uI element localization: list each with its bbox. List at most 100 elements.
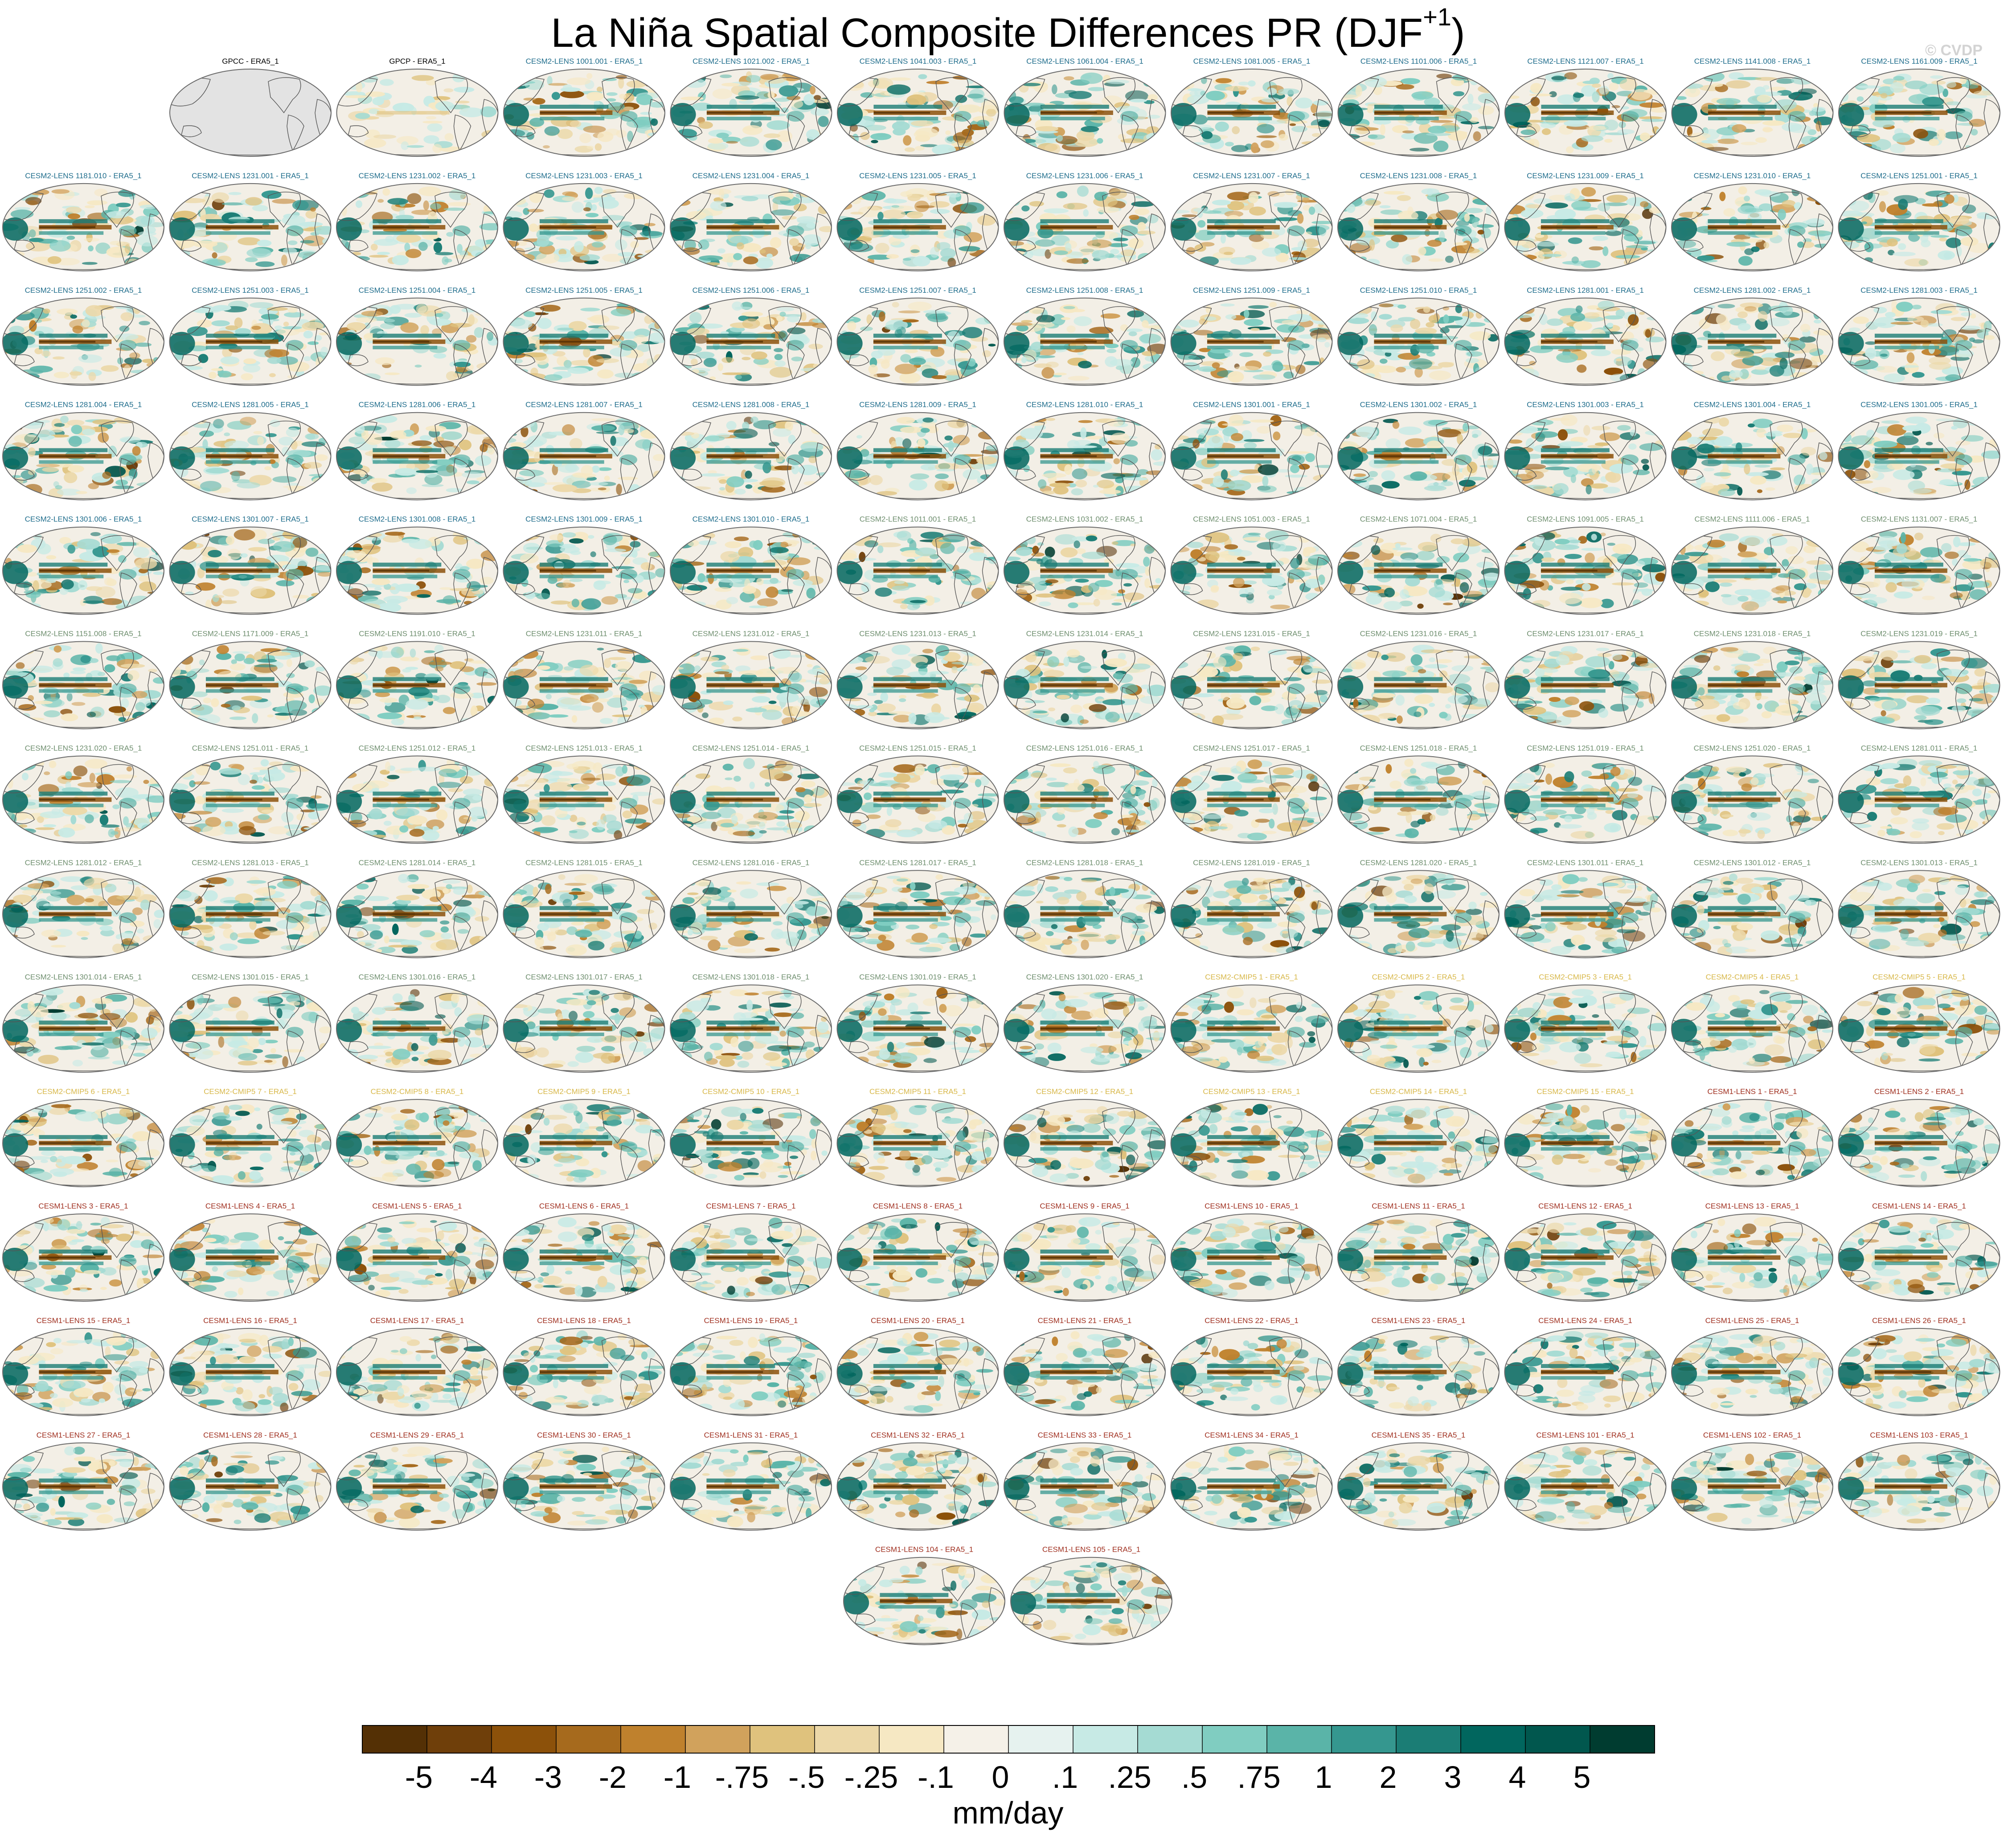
continent-outline bbox=[268, 77, 301, 114]
map-border bbox=[670, 870, 832, 959]
continent-outline bbox=[1182, 240, 1203, 252]
continent-outline bbox=[1015, 812, 1036, 824]
panel-label: CESM1-LENS 29 - ERA5_1 bbox=[370, 1431, 464, 1439]
map-panel: CESM2-LENS 1251.005 - ERA5_1 bbox=[503, 286, 665, 386]
map-panel: CESM2-CMIP5 3 - ERA5_1 bbox=[1504, 973, 1667, 1073]
continent-outline bbox=[602, 77, 635, 114]
continent-outline bbox=[348, 125, 369, 137]
panel-label: CESM1-LENS 19 - ERA5_1 bbox=[704, 1316, 798, 1325]
map-border bbox=[1171, 69, 1333, 157]
continent-outline bbox=[954, 916, 972, 953]
continent-outline bbox=[1436, 1107, 1469, 1144]
colorbar-box bbox=[944, 1725, 1008, 1753]
panel-label: CESM2-LENS 1281.003 - ERA5_1 bbox=[1860, 286, 1978, 295]
continent-outline bbox=[1455, 1030, 1472, 1067]
map-border bbox=[1170, 870, 1333, 959]
panel-label: CESM1-LENS 14 - ERA5_1 bbox=[1872, 1202, 1966, 1210]
continent-outline bbox=[1287, 1374, 1306, 1411]
map-border bbox=[1671, 183, 1833, 271]
continent-outline bbox=[1516, 1499, 1537, 1511]
map-panel: CESM2-LENS 1281.004 - ERA5_1 bbox=[2, 401, 164, 500]
map-panel: CESM1-LENS 11 - ERA5_1 bbox=[1337, 1202, 1500, 1302]
continent-outline bbox=[286, 1145, 304, 1182]
continent-outline bbox=[954, 572, 972, 610]
panel-label: CESM2-LENS 1231.016 - ERA5_1 bbox=[1360, 630, 1477, 638]
continent-outline bbox=[1349, 1499, 1370, 1511]
map-border bbox=[1671, 1099, 1833, 1188]
continent-outline bbox=[180, 926, 202, 938]
panel-label: CESM2-LENS 1301.017 - ERA5_1 bbox=[525, 973, 643, 981]
map-panel: CESM2-LENS 1251.012 - ERA5_1 bbox=[336, 744, 498, 844]
continent-outline bbox=[601, 421, 635, 457]
continent-outline bbox=[1182, 583, 1203, 595]
panel-label: CESM2-LENS 1181.010 - ERA5_1 bbox=[25, 172, 141, 180]
continent-outline bbox=[787, 1145, 805, 1182]
continent-outline bbox=[1436, 878, 1469, 915]
continent-outline bbox=[935, 649, 969, 686]
continent-outline bbox=[1349, 125, 1370, 137]
continent-outline bbox=[1683, 926, 1704, 938]
panel-label: CESM2-LENS 1301.003 - ERA5_1 bbox=[1527, 401, 1644, 409]
colorbar-box bbox=[427, 1725, 492, 1753]
panel-label: CESM2-LENS 1251.002 - ERA5_1 bbox=[25, 286, 142, 295]
continent-outline bbox=[1269, 1222, 1303, 1258]
continent-outline bbox=[681, 1499, 702, 1511]
map-panel: CESM2-LENS 1121.007 - ERA5_1 bbox=[1504, 57, 1667, 157]
panel-label: CESM2-CMIP5 15 - ERA5_1 bbox=[1537, 1087, 1634, 1096]
continent-outline bbox=[681, 583, 702, 595]
map-panel: CESM1-LENS 8 - ERA5_1 bbox=[836, 1202, 999, 1302]
continent-outline bbox=[1182, 812, 1203, 824]
map-panel: CESM2-LENS 1231.007 - ERA5_1 bbox=[1170, 172, 1333, 271]
map-panel: CESM2-LENS 1031.002 - ERA5_1 bbox=[1004, 515, 1166, 615]
continent-outline bbox=[848, 1041, 869, 1053]
panel-label: CESM2-LENS 1281.020 - ERA5_1 bbox=[1360, 858, 1477, 867]
continent-outline bbox=[1287, 343, 1306, 381]
continent-outline bbox=[1269, 764, 1303, 800]
continent-outline bbox=[1788, 1488, 1806, 1525]
map-border bbox=[1504, 1213, 1667, 1302]
continent-outline bbox=[1849, 1270, 1871, 1282]
continent-outline bbox=[14, 354, 35, 366]
continent-outline bbox=[1102, 535, 1135, 571]
map-panel: CESM2-CMIP5 11 - ERA5_1 bbox=[836, 1087, 999, 1188]
panel-label: CESM2-LENS 1301.020 - ERA5_1 bbox=[1026, 973, 1143, 981]
continent-outline bbox=[954, 1488, 972, 1525]
continent-outline bbox=[1102, 1336, 1135, 1373]
continent-outline bbox=[1015, 354, 1036, 366]
continent-outline bbox=[348, 1270, 369, 1282]
map-panel: CESM1-LENS 103 - ERA5_1 bbox=[1838, 1431, 2000, 1531]
map-panel: CESM1-LENS 34 - ERA5_1 bbox=[1170, 1431, 1333, 1531]
continent-outline bbox=[1182, 1499, 1203, 1511]
continent-outline bbox=[620, 1374, 638, 1411]
continent-outline bbox=[1455, 1488, 1472, 1525]
continent-outline bbox=[1683, 583, 1704, 595]
continent-outline bbox=[1015, 1385, 1036, 1397]
map-panel: CESM2-LENS 1301.017 - ERA5_1 bbox=[503, 973, 665, 1073]
panel-label: CESM1-LENS 16 - ERA5_1 bbox=[203, 1316, 297, 1325]
continent-outline bbox=[1788, 687, 1806, 724]
continent-outline bbox=[1349, 1041, 1370, 1053]
map-panel: CESM1-LENS 102 - ERA5_1 bbox=[1671, 1431, 1833, 1531]
continent-outline bbox=[935, 535, 969, 571]
continent-outline bbox=[1349, 354, 1370, 366]
panel-label: CESM1-LENS 32 - ERA5_1 bbox=[871, 1431, 965, 1439]
continent-outline bbox=[1269, 1107, 1303, 1144]
continent-outline bbox=[1436, 1222, 1469, 1258]
colorbar-tick-label: -2 bbox=[599, 1760, 627, 1795]
continent-outline bbox=[1849, 1041, 1871, 1053]
map-panel: CESM2-CMIP5 4 - ERA5_1 bbox=[1671, 973, 1833, 1073]
panel-label: CESM1-LENS 101 - ERA5_1 bbox=[1536, 1431, 1634, 1439]
map-border bbox=[1838, 1328, 2000, 1416]
map-border bbox=[1170, 755, 1333, 844]
map-border bbox=[2, 1099, 164, 1188]
continent-outline bbox=[1849, 469, 1871, 481]
map-panel: CESM1-LENS 1 - ERA5_1 bbox=[1671, 1087, 1833, 1188]
map-border bbox=[1337, 755, 1500, 844]
panel-label: CESM1-LENS 21 - ERA5_1 bbox=[1038, 1316, 1132, 1325]
map-panel: CESM1-LENS 7 - ERA5_1 bbox=[670, 1202, 832, 1302]
map-panel: CESM2-CMIP5 8 - ERA5_1 bbox=[336, 1087, 498, 1188]
map-border bbox=[1004, 297, 1166, 386]
panel-label: CESM2-LENS 1301.013 - ERA5_1 bbox=[1860, 858, 1978, 867]
colorbar-tick-label: .75 bbox=[1237, 1760, 1280, 1795]
map-panel: CESM1-LENS 28 - ERA5_1 bbox=[169, 1431, 332, 1531]
